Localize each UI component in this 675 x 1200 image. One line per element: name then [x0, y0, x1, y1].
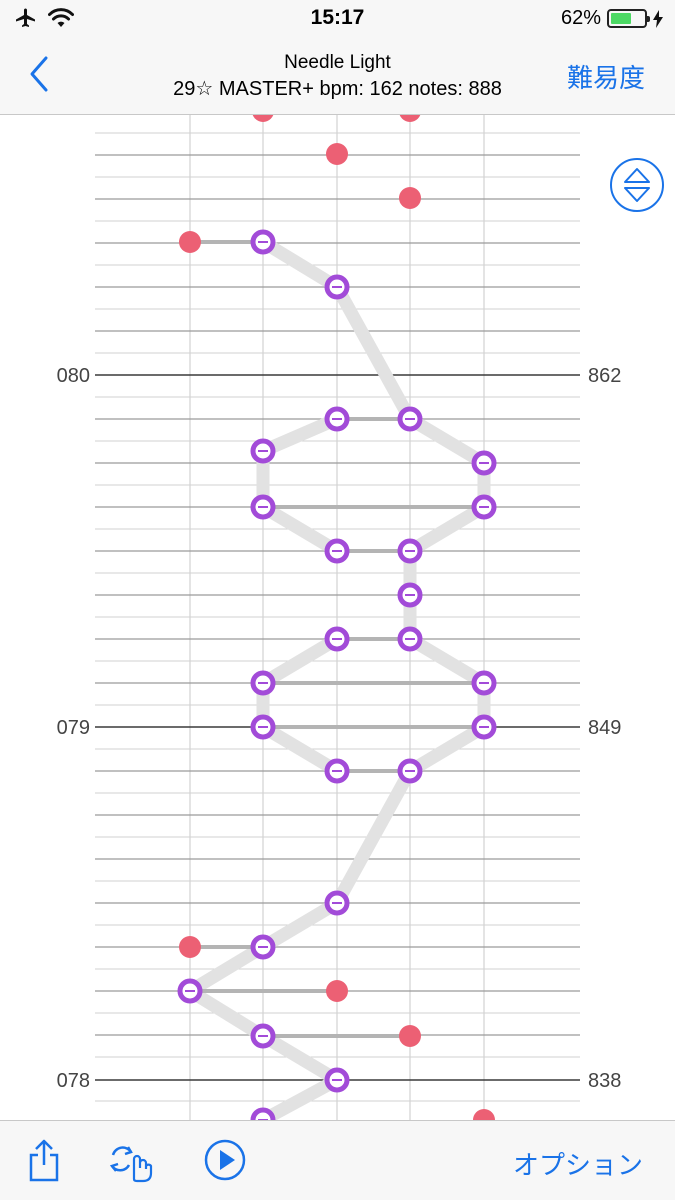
battery-percent: 62% [560, 7, 601, 29]
play-icon [204, 1139, 246, 1181]
slide-note [324, 406, 350, 432]
share-icon [29, 1139, 59, 1182]
slide-note [250, 670, 276, 696]
airplane-icon [16, 8, 35, 27]
status-right: 62% [561, 7, 663, 30]
slide-note [324, 274, 350, 300]
slide-note [397, 582, 423, 608]
share-button[interactable] [26, 1139, 62, 1187]
back-button[interactable] [22, 52, 62, 96]
up-down-arrows-icon [610, 158, 664, 212]
song-title: Needle Light [284, 52, 391, 73]
slide-note [397, 758, 423, 784]
note-count: 849 [588, 717, 621, 739]
slide-path [256, 632, 344, 778]
note-count: 838 [588, 1070, 621, 1092]
slide-note [250, 494, 276, 520]
measure-number: 078 [57, 1070, 90, 1092]
slide-note [397, 538, 423, 564]
charging-icon [653, 9, 663, 28]
tap-note [179, 936, 201, 958]
wifi-icon [48, 8, 74, 27]
slide-note [397, 626, 423, 652]
tap-note [473, 1109, 495, 1120]
slide-note [250, 1023, 276, 1049]
nav-bar: Needle Light 29☆ MASTER+ bpm: 162 notes:… [0, 38, 675, 115]
slide-note [397, 406, 423, 432]
measure-number: 079 [57, 717, 90, 739]
slide-note [324, 538, 350, 564]
song-details: 29☆ MASTER+ bpm: 162 notes: 888 [173, 78, 502, 100]
slide-path [256, 412, 344, 558]
status-left [14, 6, 74, 30]
play-button[interactable] [204, 1139, 246, 1185]
note-chart[interactable]: 080 862 079 849 078 838 [0, 115, 675, 1120]
slide-note [471, 670, 497, 696]
tap-note [399, 115, 421, 122]
slide-note-ring [250, 1107, 276, 1120]
slide-note [324, 1067, 350, 1093]
labels-layer: 080 862 079 849 078 838 [57, 365, 622, 1092]
chart-canvas: 080 862 079 849 078 838 [57, 115, 622, 1120]
grid-layer [95, 115, 580, 1120]
difficulty-button[interactable]: 難易度 [566, 64, 645, 94]
slide-note [250, 229, 276, 255]
tap-note [399, 1025, 421, 1047]
slide-note [250, 438, 276, 464]
tap-note [399, 187, 421, 209]
battery-icon [607, 9, 650, 28]
tap-note [252, 115, 274, 122]
notes-layer [177, 115, 497, 1120]
slide-note [471, 494, 497, 520]
status-bar: 15:17 62% [0, 0, 675, 38]
status-time: 15:17 [310, 6, 365, 29]
tap-note [326, 143, 348, 165]
slide-note [177, 978, 203, 1004]
slide-note [471, 714, 497, 740]
tap-note [179, 231, 201, 253]
slide-note [324, 758, 350, 784]
rotate-hand-icon [109, 1146, 153, 1183]
slide-note [250, 714, 276, 740]
slide-note [250, 1107, 276, 1120]
options-button[interactable]: オプション [512, 1151, 643, 1181]
slide-note [324, 626, 350, 652]
bottom-toolbar: オプション [0, 1120, 675, 1200]
tap-note [326, 980, 348, 1002]
rotate-button[interactable] [106, 1139, 156, 1187]
slide-note [250, 934, 276, 960]
measure-number: 080 [57, 365, 90, 387]
scroll-toggle-button[interactable] [609, 157, 665, 213]
chevron-left-icon [30, 56, 48, 92]
battery-fill [611, 13, 631, 24]
slide-note [471, 450, 497, 476]
slide-note [324, 890, 350, 916]
note-count: 862 [588, 365, 621, 387]
